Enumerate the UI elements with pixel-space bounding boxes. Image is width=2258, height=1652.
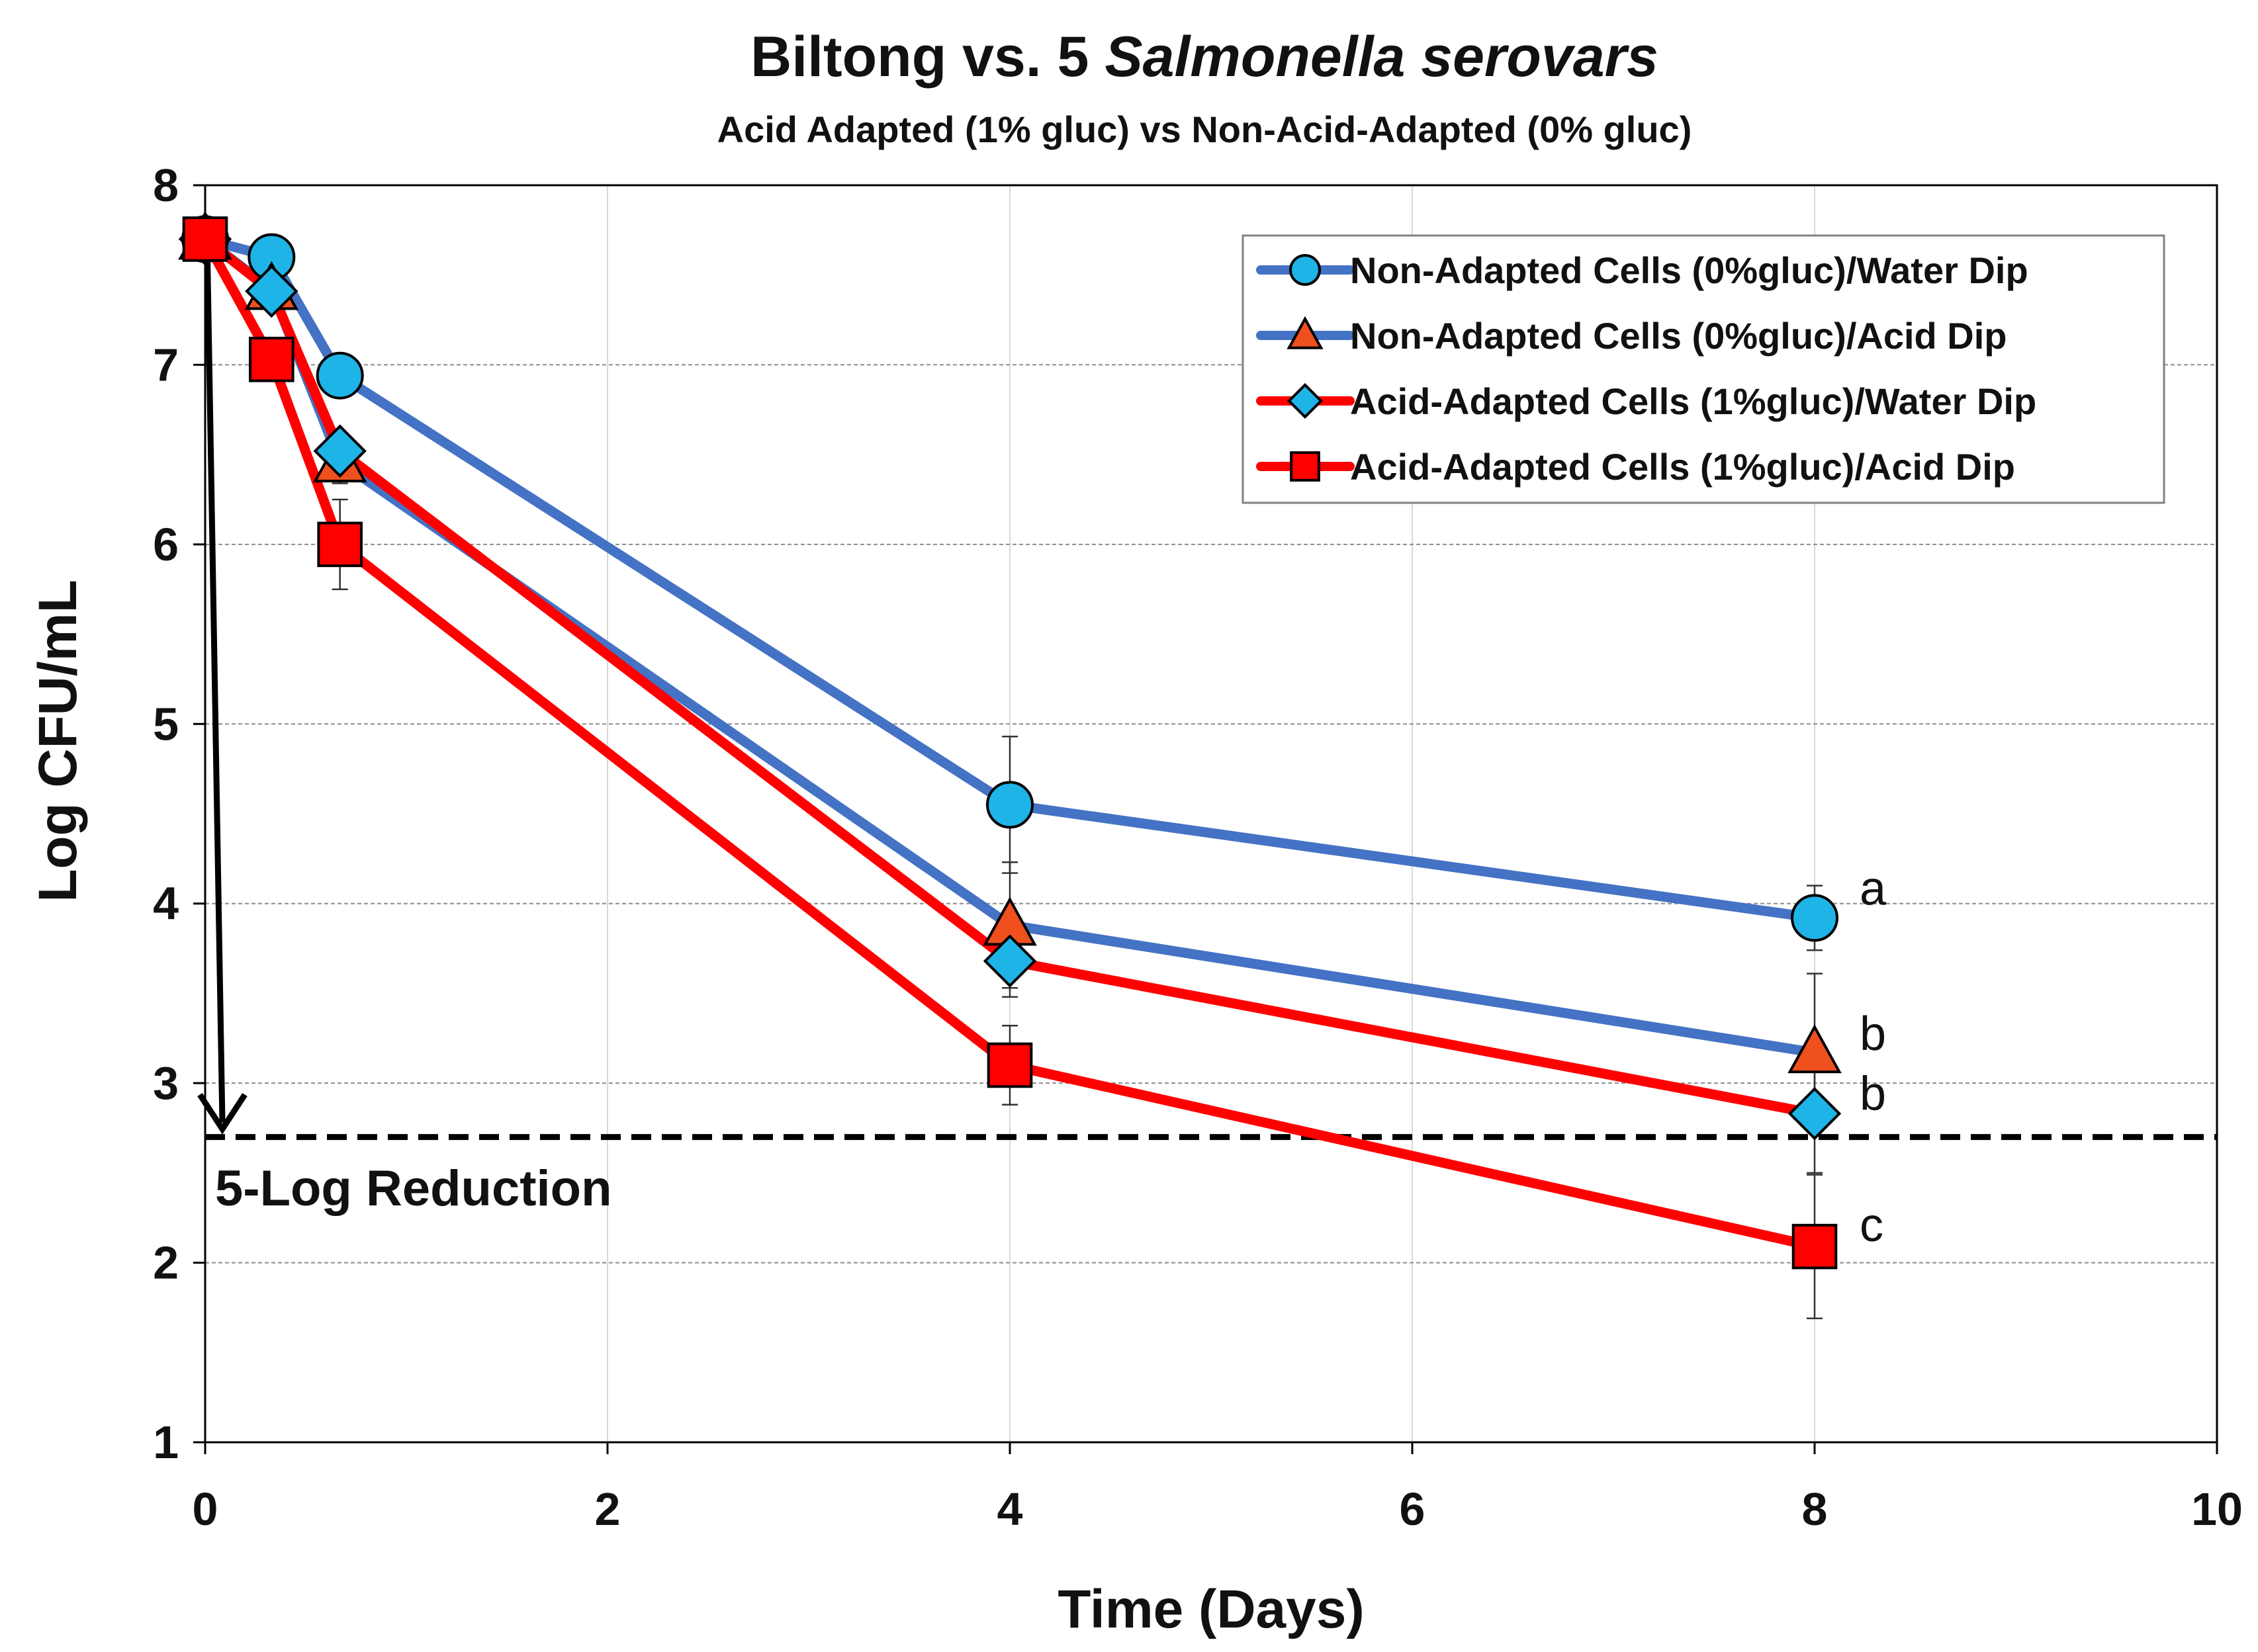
legend-label: Non-Adapted Cells (0%gluc)/Water Dip <box>1350 249 2028 291</box>
legend-marker-diamond <box>1287 382 1324 419</box>
significance-label: c <box>1860 1199 1883 1252</box>
y-tick-label: 2 <box>153 1237 179 1289</box>
x-axis-label: Time (Days) <box>1058 1579 1364 1639</box>
data-point-diamond <box>245 264 298 318</box>
data-point-diamond <box>313 424 367 478</box>
significance-labels: a bb c <box>1860 862 1887 1252</box>
marker-group <box>178 210 1842 1319</box>
significance-label: b <box>1860 1008 1886 1061</box>
y-tick-label: 4 <box>153 878 179 930</box>
data-point-square <box>1791 1223 1838 1270</box>
x-tick-label: 0 <box>193 1483 218 1535</box>
data-point-triangle <box>1787 1024 1842 1074</box>
plot-frame <box>204 184 2218 1444</box>
y-tick-label: 6 <box>153 519 179 570</box>
data-point-circle <box>986 781 1034 829</box>
data-point-diamond <box>983 934 1037 988</box>
legend-label: Acid-Adapted Cells (1%gluc)/Water Dip <box>1350 380 2036 422</box>
legend-marker-triangle <box>1287 316 1324 349</box>
threshold <box>197 239 2217 1141</box>
arrow-head <box>197 1093 248 1135</box>
legend-label: Acid-Adapted Cells (1%gluc)/Acid Dip <box>1350 446 2015 488</box>
data-point-circle <box>316 351 364 400</box>
legend: Non-Adapted Cells (0%gluc)/Water Dip Non-… <box>1242 234 2165 504</box>
x-tick-label: 4 <box>997 1483 1023 1535</box>
y-axis-label: Log CFU/mL <box>28 580 88 902</box>
arrow-shaft <box>204 239 226 1123</box>
x-tick-label: 6 <box>1400 1483 1425 1535</box>
data-point-diamond <box>1787 1087 1842 1141</box>
x-tick-label: 8 <box>1802 1483 1828 1535</box>
data-point-square <box>987 1042 1033 1088</box>
x-tick-label: 2 <box>595 1483 621 1535</box>
data-point-square <box>182 216 228 262</box>
x-tick-label: 10 <box>2191 1483 2243 1535</box>
y-tick-label: 3 <box>153 1057 179 1109</box>
data-point-circle <box>1791 894 1838 942</box>
legend-box <box>1242 234 2165 504</box>
threshold-label: 5-Log Reduction <box>215 1160 612 1217</box>
significance-label: a <box>1860 862 1887 915</box>
legend-label: Non-Adapted Cells (0%gluc)/Acid Dip <box>1350 315 2007 357</box>
y-tick-label: 5 <box>153 698 179 750</box>
legend-marker-square <box>1290 451 1320 482</box>
legend-marker-circle <box>1289 254 1321 286</box>
data-point-square <box>317 521 363 568</box>
tick-marks <box>193 184 2218 1454</box>
y-tick-label: 1 <box>153 1416 179 1468</box>
significance-label: b <box>1860 1067 1886 1120</box>
chart-title: Biltong vs. 5 Salmonella serovars <box>750 25 1658 89</box>
y-tick-label: 7 <box>153 339 179 390</box>
data-point-square <box>249 336 294 382</box>
y-tick-label: 8 <box>153 159 179 211</box>
chart-subtitle: Acid Adapted (1% gluc) vs Non-Acid-Adapt… <box>717 109 1692 150</box>
